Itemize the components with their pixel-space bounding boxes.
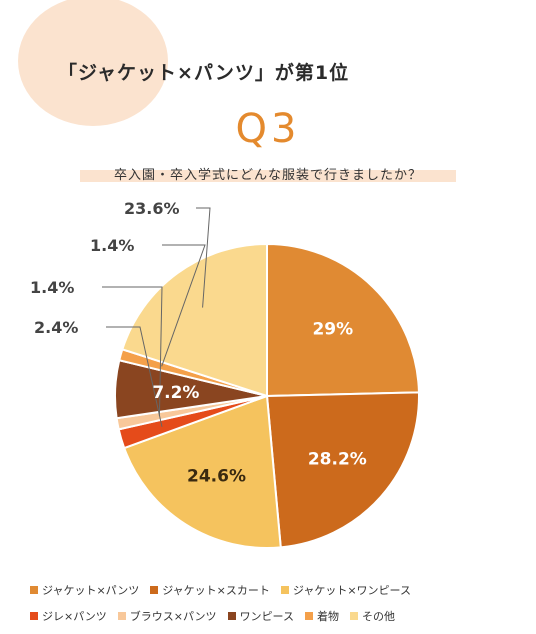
legend-swatch (30, 612, 38, 620)
legend-swatch (305, 612, 314, 620)
slice-value-label: 2.4% (34, 318, 78, 337)
legend-label: ブラウス×パンツ (129, 610, 217, 623)
legend-row: ジレ×パンツ ブラウス×パンツ ワンピース 着物 その他 (30, 608, 530, 624)
legend-swatch (350, 612, 359, 620)
legend-item: ジャケット×ワンピース (280, 582, 412, 598)
chart-legend: ジャケット×パンツ ジャケット×スカート ジャケット×ワンピースジレ×パンツ ブラウス… (30, 582, 530, 634)
legend-item: ジレ×パンツ (30, 608, 107, 624)
slice-value-label: 1.4% (30, 278, 74, 297)
legend-swatch (227, 612, 236, 620)
legend-item: ジャケット×スカート (150, 582, 270, 598)
legend-item: ブラウス×パンツ (117, 608, 217, 624)
leader-line (102, 286, 163, 417)
legend-label: ワンピース (239, 610, 295, 623)
legend-swatch (150, 586, 159, 594)
leader-line (161, 244, 206, 367)
slice-value-label: 7.2% (152, 383, 199, 403)
slice-value-label: 1.4% (90, 236, 134, 255)
slice-value-label: 29% (312, 320, 353, 340)
leader-line (196, 207, 211, 308)
pie-slice (266, 242, 420, 398)
headline: 「ジャケット×パンツ」が第1位 (58, 62, 350, 84)
legend-label: ジレ×パンツ (42, 610, 107, 623)
legend-item: ジャケット×パンツ (30, 582, 139, 598)
decorative-circle (18, 0, 168, 126)
slice-value-label: 24.6% (187, 467, 246, 487)
legend-label: ジャケット×スカート (162, 584, 270, 597)
legend-label: 着物 (317, 610, 340, 623)
pie-chart: 29% 28.2% 24.6% 2.4% 1.4% 7.2% 1.4% 23.6% (30, 199, 420, 549)
legend-swatch (280, 586, 289, 594)
legend-item: 着物 (305, 608, 339, 624)
pie-slice (121, 242, 268, 398)
question-number: Q3 (235, 106, 301, 152)
legend-swatch (30, 586, 38, 594)
legend-label: ジャケット×パンツ (42, 584, 140, 597)
pie-slice (265, 391, 420, 549)
legend-label: ジャケット×ワンピース (292, 584, 412, 597)
legend-row: ジャケット×パンツ ジャケット×スカート ジャケット×ワンピース (30, 582, 530, 598)
slice-value-label: 28.2% (308, 450, 367, 470)
legend-label: その他 (362, 610, 396, 623)
legend-item: ワンピース (227, 608, 295, 624)
leader-line (106, 326, 163, 427)
legend-item: その他 (350, 608, 395, 624)
slice-value-label: 23.6% (124, 199, 180, 218)
subtitle-highlight (80, 170, 456, 182)
legend-swatch (117, 612, 126, 620)
chart-subtitle: 卒入園・卒入学式にどんな服装で行きましたか？ (113, 168, 422, 183)
